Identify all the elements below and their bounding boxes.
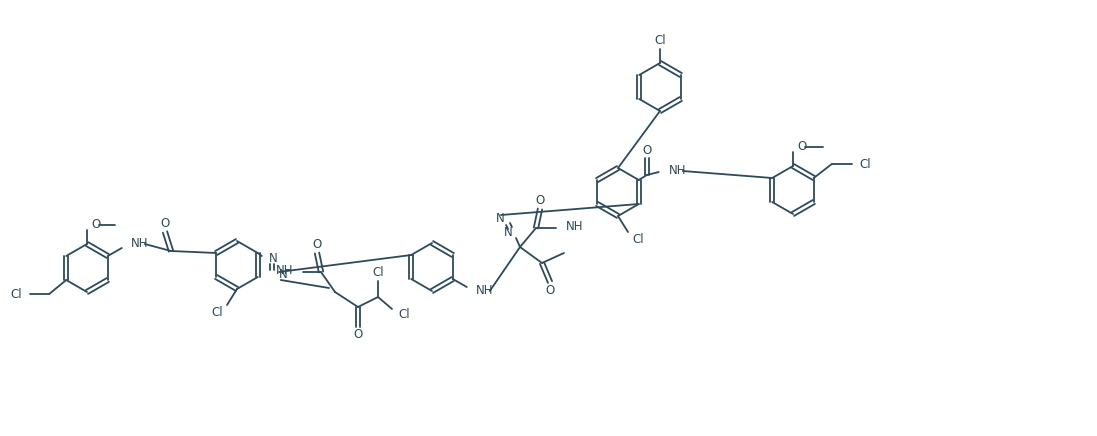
Text: NH: NH: [476, 285, 494, 297]
Text: N: N: [496, 212, 505, 225]
Text: Cl: Cl: [372, 266, 384, 279]
Text: Cl: Cl: [11, 287, 22, 300]
Text: Cl: Cl: [654, 34, 666, 48]
Text: O: O: [160, 218, 170, 231]
Text: NH: NH: [275, 265, 293, 277]
Text: O: O: [535, 194, 544, 208]
Text: NH: NH: [566, 221, 584, 234]
Text: O: O: [353, 328, 363, 341]
Text: O: O: [545, 283, 555, 296]
Text: NH: NH: [669, 164, 687, 177]
Text: O: O: [642, 143, 652, 157]
Text: NH: NH: [131, 238, 148, 251]
Text: O: O: [313, 238, 321, 252]
Text: O: O: [91, 218, 100, 232]
Text: N: N: [269, 252, 278, 266]
Text: N: N: [505, 226, 513, 239]
Text: N: N: [279, 269, 287, 282]
Text: O: O: [798, 140, 806, 153]
Text: Cl: Cl: [632, 234, 644, 246]
Text: Cl: Cl: [398, 309, 409, 321]
Text: Cl: Cl: [212, 307, 223, 320]
Text: Cl: Cl: [860, 157, 871, 170]
